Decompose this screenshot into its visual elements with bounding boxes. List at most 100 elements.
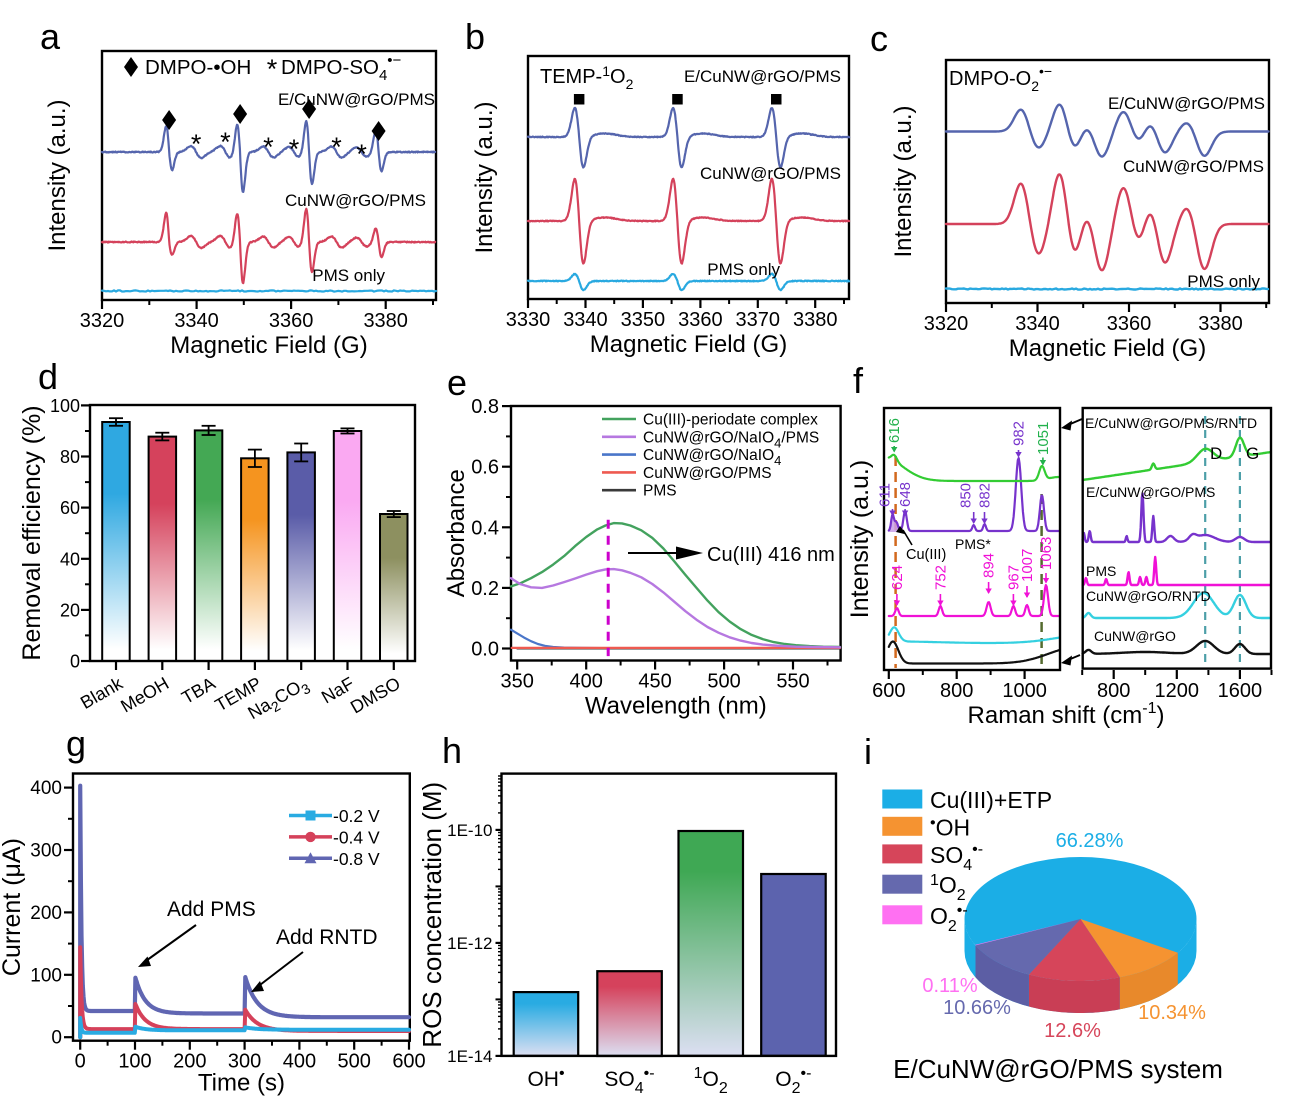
svg-text:b: b xyxy=(465,16,485,57)
svg-text:O2•-: O2•- xyxy=(930,902,968,935)
svg-text:616: 616 xyxy=(886,418,903,443)
svg-text:1200: 1200 xyxy=(1155,680,1200,702)
svg-text:DMPO-SO4•−: DMPO-SO4•− xyxy=(281,52,402,84)
svg-text:CuNW@rGO: CuNW@rGO xyxy=(1094,628,1176,644)
svg-text:0: 0 xyxy=(70,652,80,672)
svg-text:PMS only: PMS only xyxy=(707,260,780,279)
svg-text:1E-10: 1E-10 xyxy=(447,821,492,840)
svg-text:Current (μA): Current (μA) xyxy=(0,838,26,976)
svg-text:Magnetic Field (G): Magnetic Field (G) xyxy=(1009,335,1206,362)
svg-text:DMPO-O2•−: DMPO-O2•− xyxy=(949,63,1052,94)
svg-text:1007: 1007 xyxy=(1019,549,1036,582)
svg-text:c: c xyxy=(870,18,888,59)
svg-text:Blank: Blank xyxy=(77,673,127,713)
svg-text:500: 500 xyxy=(707,671,740,693)
svg-text:E/CuNW@rGO/PMS/RNTD: E/CuNW@rGO/PMS/RNTD xyxy=(1085,415,1257,431)
svg-text:CuNW@rGO/PMS: CuNW@rGO/PMS xyxy=(700,164,841,183)
svg-text:i: i xyxy=(864,731,872,772)
svg-text:800: 800 xyxy=(940,680,973,702)
svg-text:Intensity (a.u.): Intensity (a.u.) xyxy=(846,460,874,618)
svg-text:1000: 1000 xyxy=(1002,680,1047,702)
svg-text:DMSO: DMSO xyxy=(347,673,404,717)
svg-text:3380: 3380 xyxy=(1198,313,1243,335)
svg-text:882: 882 xyxy=(977,483,994,508)
svg-text:*: * xyxy=(289,134,300,164)
svg-text:h: h xyxy=(442,730,462,771)
svg-text:Intensity (a.u.): Intensity (a.u.) xyxy=(471,101,498,253)
svg-text:1063: 1063 xyxy=(1038,537,1055,570)
svg-text:648: 648 xyxy=(897,482,914,507)
svg-text:PMS: PMS xyxy=(1086,563,1116,579)
svg-text:3340: 3340 xyxy=(174,310,219,332)
svg-text:0.6: 0.6 xyxy=(471,457,499,479)
svg-text:•OH: •OH xyxy=(930,814,970,840)
svg-text:800: 800 xyxy=(1097,680,1130,702)
svg-text:3370: 3370 xyxy=(736,309,781,331)
svg-text:E/CuNW@rGO/PMS: E/CuNW@rGO/PMS xyxy=(1086,484,1215,500)
svg-text:Absorbance: Absorbance xyxy=(443,469,470,597)
svg-text:400: 400 xyxy=(30,778,62,799)
svg-text:SO4•-: SO4•- xyxy=(604,1065,654,1097)
svg-text:1E-14: 1E-14 xyxy=(447,1047,492,1066)
svg-text:Cu(III): Cu(III) xyxy=(906,547,946,563)
svg-text:60: 60 xyxy=(60,498,80,518)
svg-text:Cu(III)+ETP: Cu(III)+ETP xyxy=(930,787,1052,813)
svg-text:300: 300 xyxy=(228,1051,261,1073)
svg-text:550: 550 xyxy=(776,671,809,693)
svg-text:DMPO-•OH: DMPO-•OH xyxy=(145,56,251,79)
svg-text:Magnetic Field (G): Magnetic Field (G) xyxy=(170,332,367,359)
svg-text:*: * xyxy=(191,129,202,159)
svg-text:982: 982 xyxy=(1010,421,1027,446)
svg-text:e: e xyxy=(447,362,467,403)
svg-text:Cu(III) 416 nm: Cu(III) 416 nm xyxy=(707,544,835,566)
svg-text:E/CuNW@rGO/PMS system: E/CuNW@rGO/PMS system xyxy=(893,1054,1223,1084)
svg-text:1E-12: 1E-12 xyxy=(447,934,492,953)
svg-text:624: 624 xyxy=(889,565,906,590)
svg-text:3330: 3330 xyxy=(506,309,551,331)
svg-text:Magnetic Field (G): Magnetic Field (G) xyxy=(590,331,787,358)
svg-text:0.11%: 0.11% xyxy=(922,975,977,997)
svg-text:f: f xyxy=(853,360,864,401)
svg-text:D: D xyxy=(1210,444,1222,463)
svg-text:1O2: 1O2 xyxy=(930,872,966,904)
svg-text:100: 100 xyxy=(50,396,80,416)
svg-text:3340: 3340 xyxy=(563,309,608,331)
svg-text:Raman shift (cm-1): Raman shift (cm-1) xyxy=(968,700,1165,729)
svg-text:611: 611 xyxy=(877,483,894,507)
svg-text:200: 200 xyxy=(173,1051,206,1073)
svg-text:Removal efficiency (%): Removal efficiency (%) xyxy=(18,405,46,660)
svg-text:1O2: 1O2 xyxy=(694,1065,728,1097)
svg-text:*: * xyxy=(220,127,231,157)
svg-text:E/CuNW@rGO/PMS: E/CuNW@rGO/PMS xyxy=(1108,94,1265,113)
svg-text:350: 350 xyxy=(501,671,534,693)
svg-text:E/CuNW@rGO/PMS: E/CuNW@rGO/PMS xyxy=(684,67,841,86)
svg-text:E/CuNW@rGO/PMS: E/CuNW@rGO/PMS xyxy=(278,90,435,109)
svg-text:100: 100 xyxy=(118,1051,151,1073)
svg-text:1051: 1051 xyxy=(1035,422,1052,455)
svg-text:500: 500 xyxy=(338,1051,371,1073)
svg-text:3320: 3320 xyxy=(80,310,125,332)
svg-text:Intensity (a.u.): Intensity (a.u.) xyxy=(44,99,71,251)
svg-text:0: 0 xyxy=(75,1051,86,1073)
svg-text:*: * xyxy=(356,139,367,169)
svg-text:80: 80 xyxy=(60,447,80,467)
svg-text:-0.4 V: -0.4 V xyxy=(333,827,380,847)
svg-text:1600: 1600 xyxy=(1218,680,1263,702)
svg-text:*: * xyxy=(331,132,342,162)
svg-text:CuNW@rGO/NaIO4: CuNW@rGO/NaIO4 xyxy=(643,447,781,468)
svg-text:O2•-: O2•- xyxy=(775,1065,811,1097)
svg-text:Intensity (a.u.): Intensity (a.u.) xyxy=(890,105,917,257)
svg-text:Add RNTD: Add RNTD xyxy=(276,926,378,949)
svg-text:10.34%: 10.34% xyxy=(1138,1002,1206,1024)
svg-text:3320: 3320 xyxy=(924,313,969,335)
svg-text:752: 752 xyxy=(932,565,949,590)
svg-text:300: 300 xyxy=(30,841,62,862)
svg-text:-0.8 V: -0.8 V xyxy=(333,849,380,869)
svg-text:OH•: OH• xyxy=(527,1065,564,1091)
svg-text:-0.2 V: -0.2 V xyxy=(333,806,380,826)
svg-text:3340: 3340 xyxy=(1015,313,1060,335)
svg-text:Wavelength (nm): Wavelength (nm) xyxy=(585,693,767,720)
svg-text:a: a xyxy=(40,16,61,57)
svg-text:894: 894 xyxy=(981,553,998,578)
svg-text:10.66%: 10.66% xyxy=(943,997,1011,1019)
